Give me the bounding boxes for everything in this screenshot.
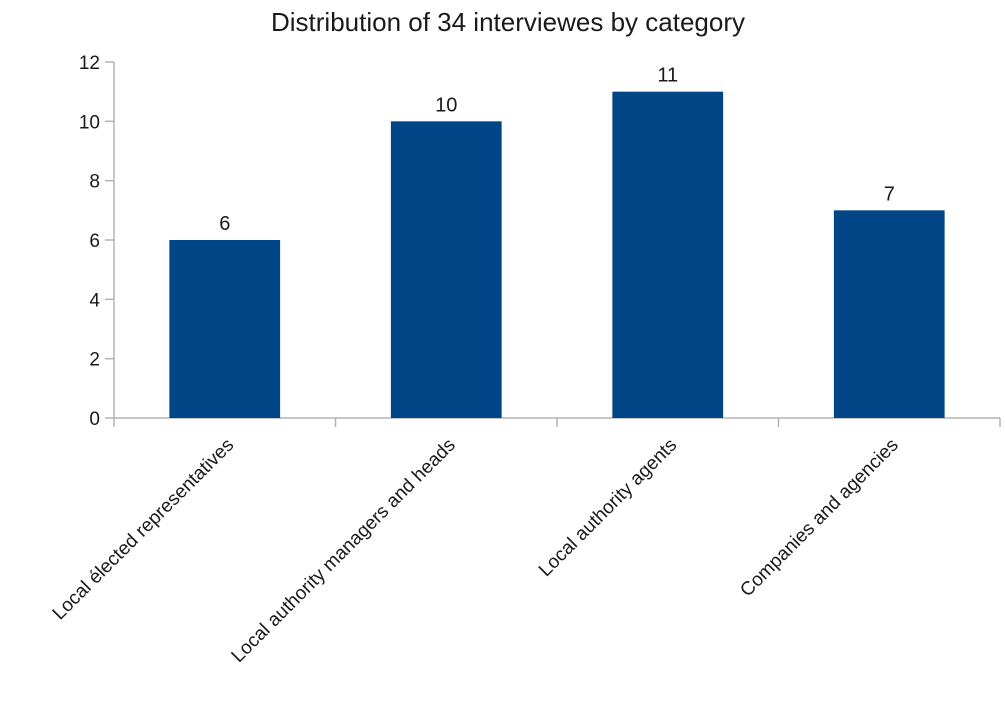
data-label: 11 <box>657 65 678 87</box>
bar <box>169 240 281 418</box>
bar <box>390 121 502 418</box>
category-label: Companies and agencies <box>736 435 902 601</box>
y-tick-label: 6 <box>89 231 100 252</box>
data-label: 6 <box>219 213 230 235</box>
y-tick-label: 0 <box>89 409 100 430</box>
category-label: Local authority agents <box>535 435 681 581</box>
bar <box>833 210 945 418</box>
bars <box>169 91 945 419</box>
category-label: Local authority managers and heads <box>228 435 460 667</box>
y-tick-label: 10 <box>79 112 100 133</box>
data-label: 10 <box>435 94 457 116</box>
y-tick-label: 2 <box>89 350 100 371</box>
bar <box>612 91 724 419</box>
category-label: Local élected representatives <box>49 435 239 625</box>
y-tick-label: 12 <box>79 53 100 74</box>
y-tick-label: 8 <box>89 172 100 193</box>
y-tick-label: 4 <box>89 290 100 311</box>
data-label: 7 <box>884 183 895 205</box>
chart-title: Distribution of 34 interviewes by catego… <box>271 7 745 37</box>
